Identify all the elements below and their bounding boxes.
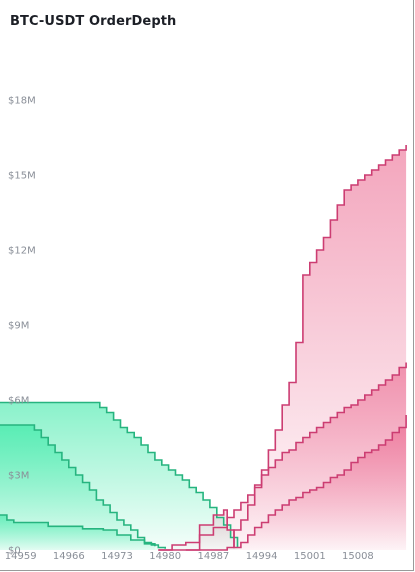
x-tick-label: 14966 — [53, 551, 85, 562]
ask-depth-line-3 — [158, 145, 407, 551]
depth-areas — [0, 145, 407, 550]
bid-depth-area-1 — [0, 425, 166, 550]
ask-depth-line-4 — [158, 362, 407, 551]
x-tick-label: 15008 — [342, 551, 374, 562]
y-tick-label: $6M — [8, 396, 29, 407]
ask-depth-line-5 — [185, 415, 407, 551]
y-tick-label: $18M — [8, 96, 36, 107]
y-tick-label: $15M — [8, 171, 36, 182]
chart-title: BTC-USDT OrderDepth — [10, 14, 177, 29]
x-tick-label: 15001 — [294, 551, 326, 562]
x-tick-label: 14959 — [5, 551, 37, 562]
bid-depth-line-2 — [0, 514, 156, 547]
ask-depth-area-5 — [185, 415, 407, 550]
x-tick-label: 14987 — [197, 551, 229, 562]
y-tick-label: $0 — [8, 546, 21, 557]
x-tick-label: 14980 — [149, 551, 181, 562]
bid-depth-line-0 — [0, 401, 239, 548]
bid-depth-area-2 — [0, 515, 155, 550]
depth-lines — [0, 145, 407, 551]
bid-depth-line-1 — [0, 424, 166, 549]
y-tick-label: $9M — [8, 321, 29, 332]
y-tick-label: $3M — [8, 471, 29, 482]
y-tick-label: $12M — [8, 246, 36, 257]
x-tick-label: 14994 — [246, 551, 278, 562]
x-axis: 14959 14966 14973 14980 14987 14994 15001 15008 — [5, 551, 374, 562]
y-axis: $0 $3M $6M $9M $12M $15M $18M — [8, 96, 36, 557]
x-tick-label: 14973 — [101, 551, 133, 562]
